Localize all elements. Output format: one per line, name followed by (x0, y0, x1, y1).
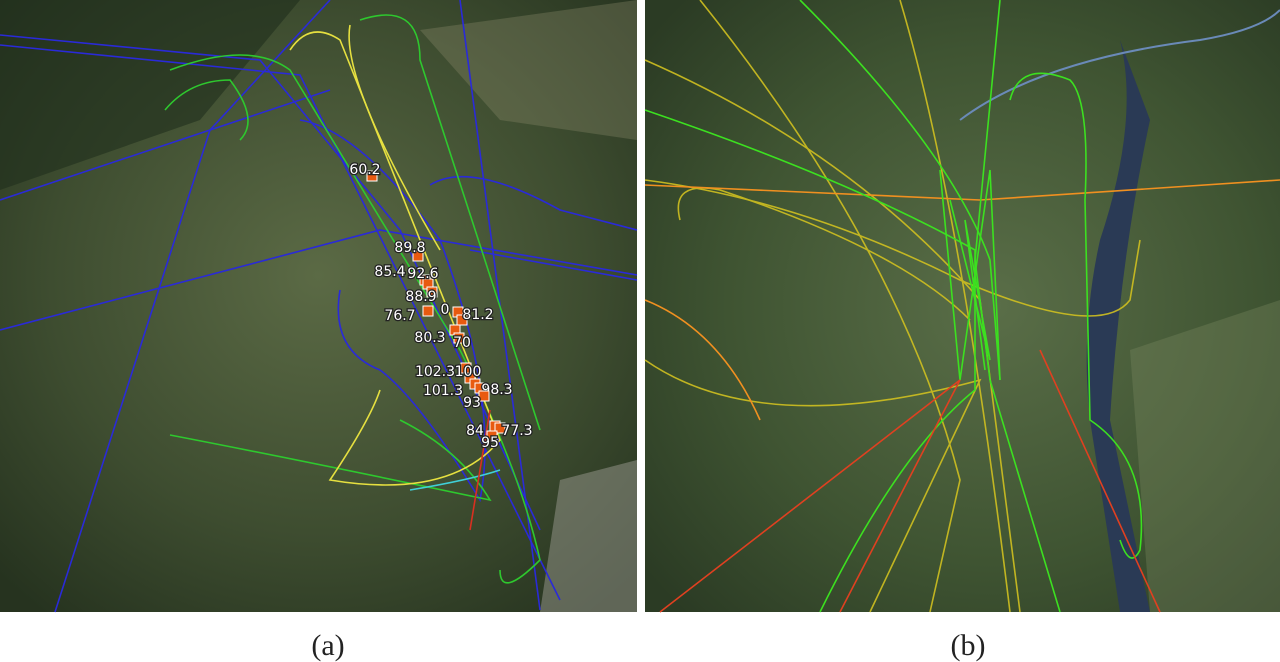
marker-icon (422, 305, 434, 317)
marker-icon (456, 314, 468, 326)
map-panel-b (644, 0, 1280, 613)
marker-label: 0 (441, 302, 450, 318)
marker-label: 77.3 (501, 423, 532, 439)
marker-label: 102.3 (415, 364, 455, 380)
marker-label: 95 (481, 435, 499, 451)
marker-label: 88.9 (405, 289, 436, 305)
marker-label: 101.3 (423, 383, 463, 399)
panel-label: (b) (951, 629, 986, 662)
panel-label: (a) (311, 629, 344, 662)
marker-label: 60.2 (349, 162, 380, 178)
marker-label: 70 (453, 335, 471, 351)
map-panel-a (0, 0, 638, 613)
marker-label: 80.3 (414, 330, 445, 346)
marker-label: 93 (463, 395, 481, 411)
marker-icon (478, 390, 490, 402)
marker-label: 84 (466, 423, 484, 439)
marker-icon (412, 250, 424, 262)
marker-icon (426, 286, 438, 298)
marker-label: 92.6 (407, 266, 438, 282)
marker-label: 100 (455, 364, 482, 380)
marker-icon (494, 422, 506, 434)
marker-icon (453, 332, 465, 344)
marker-label: 89.8 (394, 240, 425, 256)
marker-icon (366, 170, 378, 182)
marker-label: 76.7 (384, 308, 415, 324)
marker-label: 81.2 (462, 307, 493, 323)
marker-label: 85.4 (374, 264, 405, 280)
marker-icon (486, 430, 498, 442)
marker-layer: 60.2 89.8 85.4 92.6 88.9 0 81.2 76.7 80.3 70 102.3… (348, 161, 534, 453)
